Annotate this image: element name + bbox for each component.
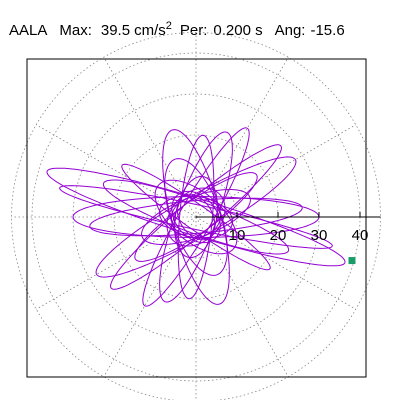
angle-value: -15.6 (310, 22, 345, 39)
motion-trace (46, 127, 346, 307)
trace-loop (171, 195, 221, 239)
trace-loop (102, 179, 290, 255)
radial-tick-label: 10 (229, 227, 246, 244)
grid-spoke (103, 216, 197, 377)
grid-spoke (36, 216, 197, 310)
max-label: Max: (59, 22, 92, 39)
grid-spoke (195, 216, 289, 377)
station-code: AALA (9, 22, 48, 39)
max-unit-exponent: 2 (165, 20, 172, 32)
period-label: Per: (179, 22, 208, 39)
grid-spoke (103, 57, 197, 218)
max-unit: cm/s2 (134, 20, 172, 39)
trace-loop (177, 134, 215, 300)
trace-loop (176, 193, 216, 241)
chart-header: AALA Max: 39.5 cm/s2 Per: 0.200 s Ang: -15.6 (9, 15, 345, 39)
polar-grid (11, 32, 381, 400)
trace-loop (141, 189, 251, 245)
trace-loop (166, 187, 226, 247)
trace-loop (142, 127, 250, 307)
trace-loop (134, 172, 258, 262)
grid-spoke (195, 216, 356, 310)
trace-loop (46, 167, 346, 267)
trace-loop (164, 158, 228, 276)
radial-tick-label: 40 (352, 227, 369, 244)
radial-tick-label: 20 (270, 227, 287, 244)
grid-spoke (195, 124, 356, 218)
trace-loop (109, 144, 283, 290)
trace-loop (72, 196, 320, 238)
max-value: 39.5 (100, 22, 131, 39)
trace-loop (162, 129, 230, 305)
plot-frame (26, 58, 367, 378)
radial-axis: 10 20 30 40 (196, 212, 381, 265)
trace-loop (159, 131, 233, 303)
trace-loop (159, 195, 233, 239)
trace-loop (59, 185, 333, 249)
peak-marker (348, 257, 356, 265)
grid-spoke (36, 124, 197, 218)
trace-loop (171, 190, 221, 244)
grid-spoke (195, 57, 289, 218)
trace-loop (174, 176, 218, 258)
angle-label: Ang: (274, 22, 306, 39)
radial-tick-label: 30 (311, 227, 328, 244)
